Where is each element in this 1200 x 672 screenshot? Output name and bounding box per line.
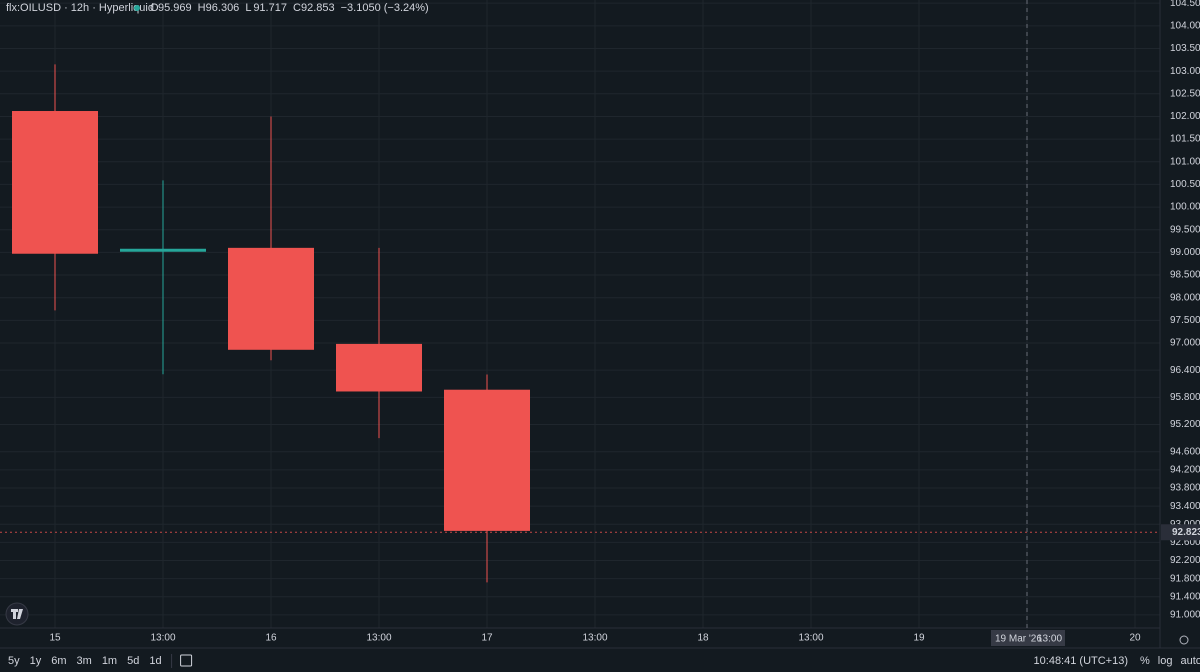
range-button[interactable]: 3m	[77, 655, 92, 667]
y-tick-label: 91.800	[1170, 573, 1200, 584]
y-tick-label: 100.00	[1170, 202, 1200, 213]
candle-body	[336, 343, 422, 392]
range-button[interactable]: 5d	[127, 655, 139, 667]
y-tick-label: 104.50	[1170, 0, 1200, 9]
x-tick-label: 17	[481, 633, 493, 644]
clock: 10:48:41 (UTC+13)	[1034, 655, 1128, 667]
scale-option[interactable]: %	[1140, 655, 1150, 667]
x-tick-label: 19	[913, 633, 925, 644]
y-tick-label: 97.000	[1170, 338, 1200, 349]
candle-body	[12, 111, 98, 254]
crosshair-tag	[991, 630, 1065, 646]
status-dot	[134, 5, 140, 11]
y-tick-label: 97.500	[1170, 315, 1200, 326]
y-tick-label: 95.200	[1170, 419, 1200, 430]
x-tick-label: 20	[1129, 633, 1141, 644]
y-tick-label: 102.50	[1170, 88, 1200, 99]
ohlc-key: L	[245, 2, 251, 14]
ohlc-value: 92.853	[301, 2, 335, 14]
x-tick-label: 13:00	[150, 633, 175, 644]
candle-body	[228, 247, 314, 350]
symbol: flx:OILUSD · 12h · Hyperliquid	[6, 2, 154, 14]
y-tick-label: 93.800	[1170, 483, 1200, 494]
scale-option[interactable]: auto	[1180, 655, 1200, 667]
ohlc-value: 96.306	[206, 2, 240, 14]
y-tick-label: 103.00	[1170, 66, 1200, 77]
scale-option[interactable]: log	[1158, 655, 1173, 667]
change: −3.1050 (−3.24%)	[341, 2, 429, 14]
y-tick-label: 92.600	[1170, 537, 1200, 548]
y-tick-label: 98.500	[1170, 270, 1200, 281]
x-tick-label: 15	[49, 633, 61, 644]
logo-circle	[5, 602, 29, 626]
y-tick-label: 94.600	[1170, 446, 1200, 457]
ohlc-key: H	[198, 2, 206, 14]
ohlc-value: 91.717	[253, 2, 287, 14]
y-tick-label: 96.400	[1170, 365, 1200, 376]
y-tick-label: 100.50	[1170, 179, 1200, 190]
ohlc-key: C	[293, 2, 301, 14]
x-tick-label: 13:00	[582, 633, 607, 644]
y-tick-label: 104.00	[1170, 20, 1200, 31]
y-tick-label: 101.50	[1170, 134, 1200, 145]
logo-mark	[11, 609, 23, 619]
y-tick-label: 103.50	[1170, 43, 1200, 54]
settings-icon[interactable]	[1179, 635, 1189, 645]
x-tick-label: 13:00	[798, 633, 823, 644]
crosshair-time: 13:00	[1037, 634, 1062, 645]
toolbar: 5y 1y 6m 3m 1m 5d 1d 10:48:41 (UTC+13)% log auto	[8, 635, 1200, 668]
y-tick-label: 101.00	[1170, 156, 1200, 167]
y-tick-label: 93.400	[1170, 501, 1200, 512]
range-button[interactable]: 1d	[149, 655, 161, 667]
candle-body	[120, 248, 206, 252]
range-button[interactable]: 6m	[51, 655, 66, 667]
x-tick-label: 13:00	[366, 633, 391, 644]
y-tick-label: 94.200	[1170, 465, 1200, 476]
date-range-icon[interactable]	[180, 654, 193, 667]
x-tick-label: 16	[265, 633, 277, 644]
y-tick-label: 92.200	[1170, 555, 1200, 566]
range-button[interactable]: 5y	[8, 655, 20, 667]
y-tick-label: 91.400	[1170, 591, 1200, 602]
y-tick-label: 98.000	[1170, 292, 1200, 303]
last-price-tag	[1161, 524, 1200, 541]
last-price-label: 92.823	[1172, 527, 1200, 538]
y-tick-label: 102.00	[1170, 111, 1200, 122]
ohlc-key: O	[150, 2, 159, 14]
tv-logo	[5, 602, 29, 626]
candle-body	[444, 389, 530, 531]
y-tick-label: 99.000	[1170, 247, 1200, 258]
range-button[interactable]: 1y	[30, 655, 42, 667]
x-tick-label: 18	[697, 633, 709, 644]
y-tick-label: 99.500	[1170, 224, 1200, 235]
ohlc-value: 95.969	[158, 2, 192, 14]
range-button[interactable]: 1m	[102, 655, 117, 667]
header: flx:OILUSD · 12h · Hyperliquid O 95.969 H 9…	[6, 2, 429, 14]
y-tick-label: 91.000	[1170, 610, 1200, 621]
y-tick-label: 95.800	[1170, 392, 1200, 403]
crosshair-date: 19 Mar '26	[995, 634, 1042, 645]
